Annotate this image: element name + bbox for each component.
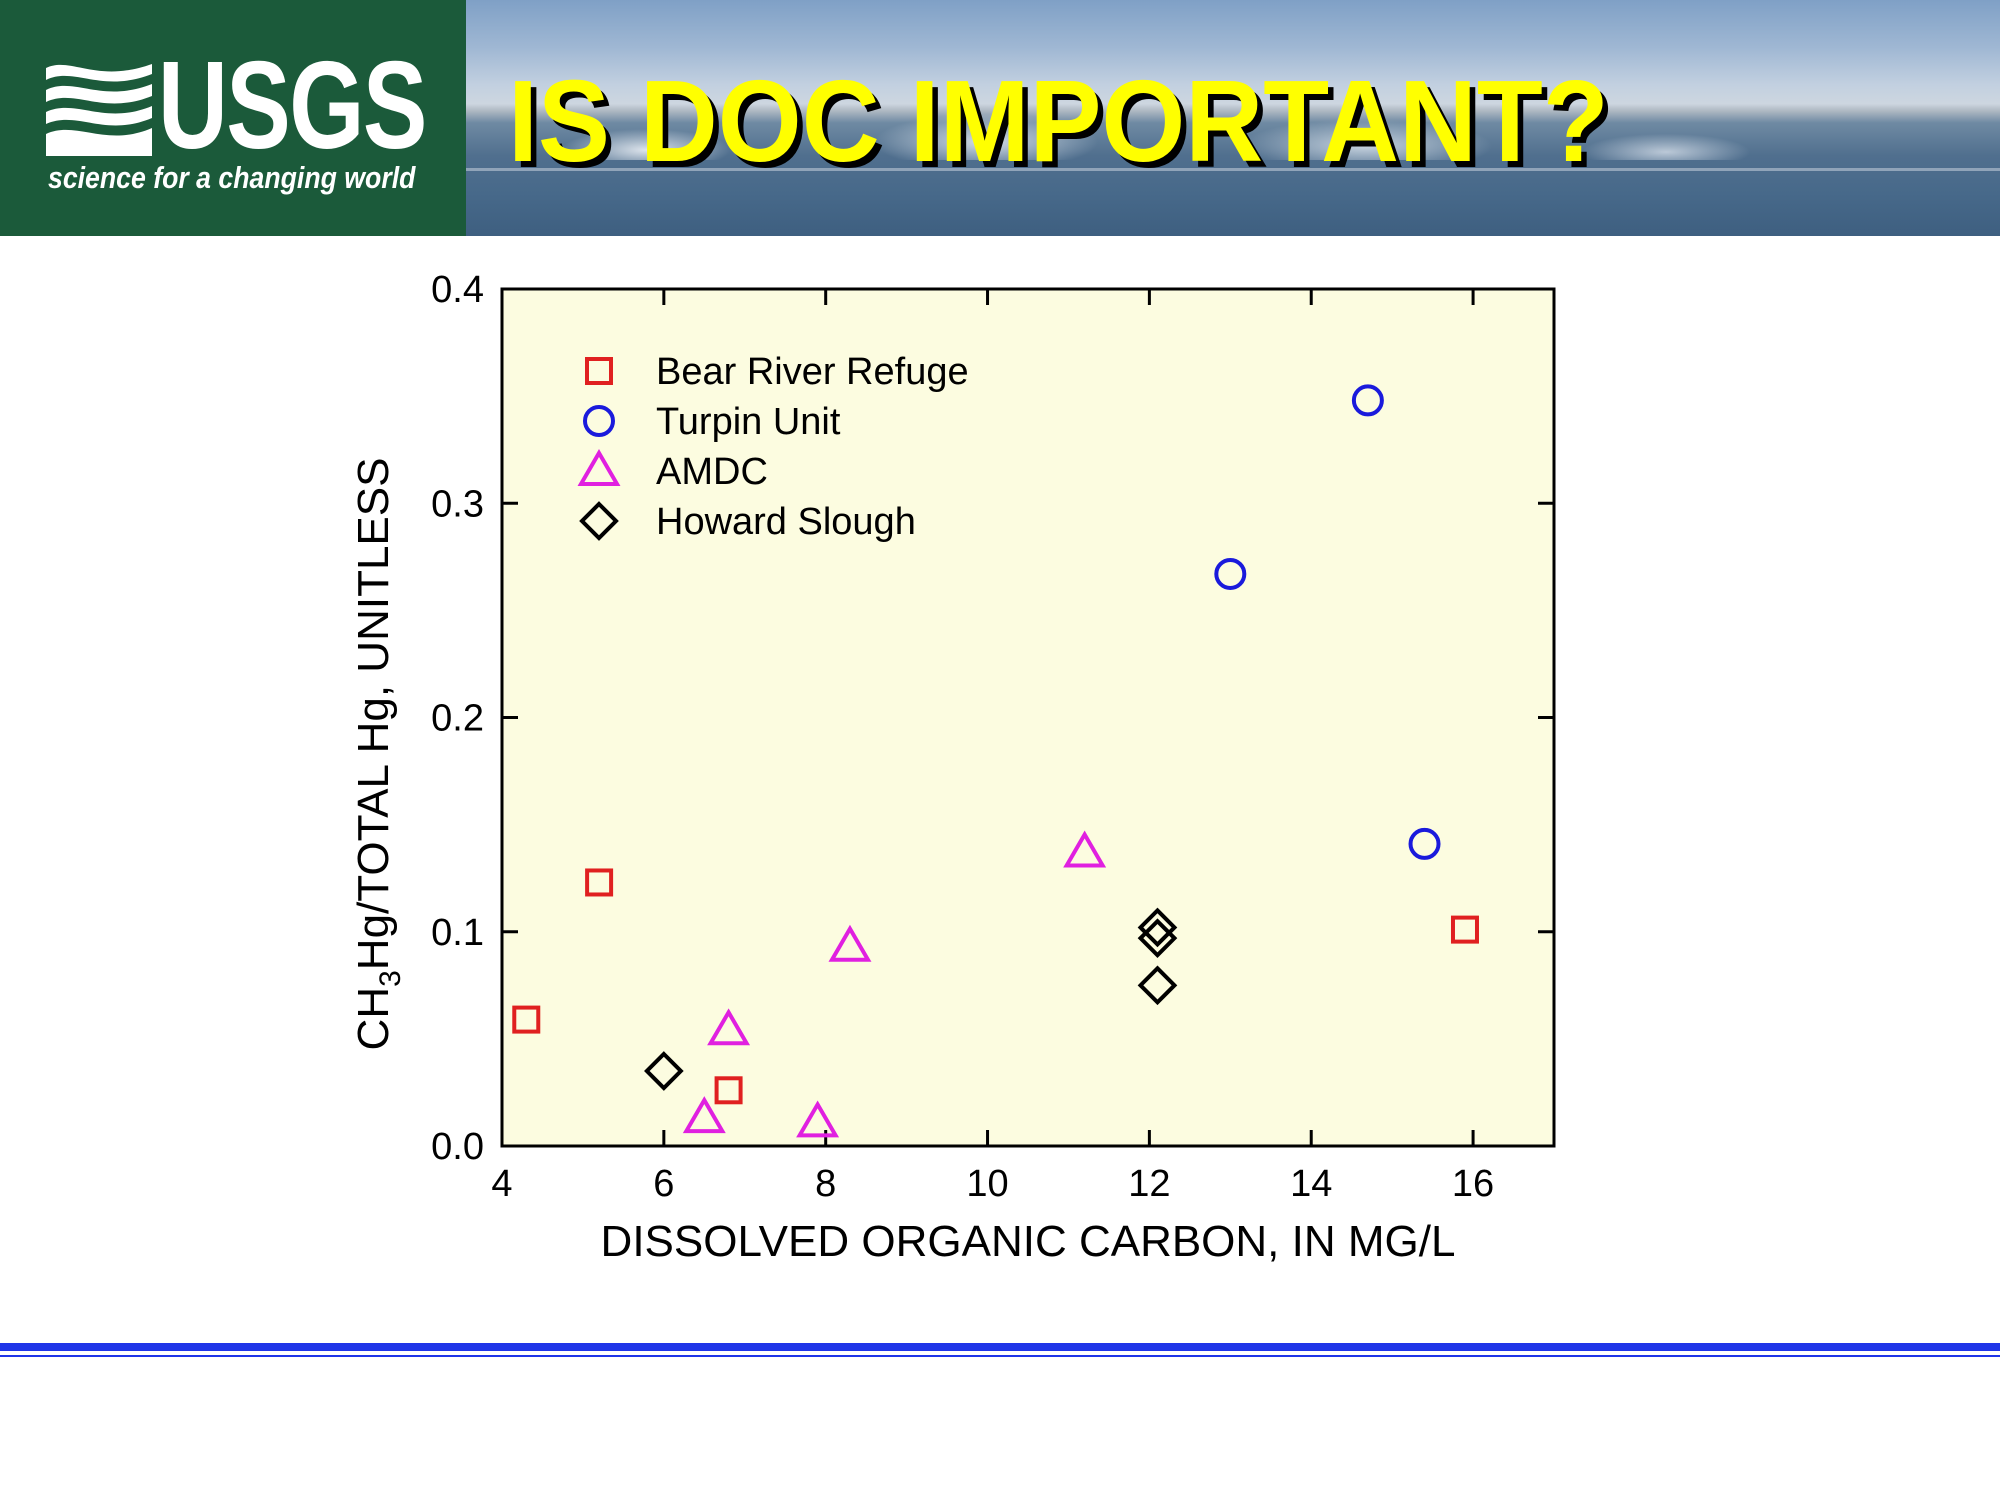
y-tick-label: 0.1 <box>431 912 484 954</box>
y-tick-label: 0.4 <box>431 269 484 311</box>
point-bear-river-refuge <box>1450 915 1479 944</box>
legend-marker-amdc <box>577 449 621 486</box>
legend-marker-howard-slough <box>579 501 619 541</box>
point-howard-slough <box>1137 918 1178 959</box>
legend: Bear River Refuge Turpin Unit AMDC Howard S… <box>577 351 969 543</box>
usgs-wordmark: USGS <box>158 37 427 175</box>
point-amdc <box>682 1096 726 1134</box>
point-amdc <box>828 924 872 962</box>
point-amdc <box>1063 830 1107 868</box>
point-turpin-unit <box>1214 557 1247 590</box>
point-amdc <box>707 1008 751 1046</box>
x-axis-label: DISSOLVED ORGANIC CARBON, IN MG/L <box>601 1217 1456 1266</box>
x-tick-label: 16 <box>1452 1163 1494 1205</box>
y-axis-label-suffix: Hg/TOTAL Hg, UNITLESS <box>349 458 398 971</box>
point-amdc <box>796 1100 840 1138</box>
usgs-wave-icon <box>46 64 152 156</box>
doc-scatter-chart: 4 6 8 10 12 14 16 0.0 0.1 0.2 0.3 0.4 DISSOLVED OR… <box>349 269 1556 1266</box>
y-tick-labels: 0.0 0.1 0.2 0.3 0.4 <box>431 269 484 1168</box>
legend-label-bear-river-refuge: Bear River Refuge <box>656 351 969 393</box>
legend-label-howard-slough: Howard Slough <box>656 501 916 543</box>
x-tick-label: 4 <box>491 1163 512 1205</box>
axis-ticks <box>500 287 1554 1148</box>
x-tick-label: 14 <box>1290 1163 1332 1205</box>
point-bear-river-refuge <box>714 1076 743 1105</box>
point-turpin-unit <box>1408 827 1441 860</box>
x-tick-label: 6 <box>653 1163 674 1205</box>
mountain-snow <box>466 80 2000 160</box>
footer-rule-thick <box>0 1343 2000 1351</box>
point-bear-river-refuge <box>512 1005 541 1034</box>
point-howard-slough <box>1137 907 1178 948</box>
slide-header: USGS science for a changing world IS DOC… <box>0 0 2000 236</box>
usgs-logo: USGS science for a changing world <box>0 0 466 236</box>
point-howard-slough <box>644 1051 684 1091</box>
legend-label-turpin-unit: Turpin Unit <box>656 401 841 443</box>
point-howard-slough <box>1137 965 1178 1006</box>
plot-area <box>500 287 1556 1148</box>
data-points <box>512 384 1479 1138</box>
y-tick-label: 0.0 <box>431 1126 484 1168</box>
x-tick-label: 12 <box>1128 1163 1170 1205</box>
y-axis-label: CH3Hg/TOTAL Hg, UNITLESS <box>349 458 407 1051</box>
legend-marker-turpin-unit <box>583 405 615 437</box>
shoreline <box>466 168 2000 171</box>
slide-title: IS DOC IMPORTANT? <box>508 56 1609 186</box>
legend-label-amdc: AMDC <box>656 451 768 493</box>
footer-rule-thin <box>0 1355 2000 1357</box>
y-tick-label: 0.3 <box>431 483 484 525</box>
y-axis-label-prefix: CH <box>349 987 398 1051</box>
point-bear-river-refuge <box>585 868 614 897</box>
usgs-tagline: science for a changing world <box>48 160 416 195</box>
x-tick-label: 10 <box>966 1163 1008 1205</box>
x-tick-labels: 4 6 8 10 12 14 16 <box>491 1163 1494 1205</box>
point-turpin-unit <box>1351 384 1384 417</box>
y-axis-label-subscript: 3 <box>374 970 407 987</box>
legend-marker-bear-river-refuge <box>585 357 613 385</box>
y-tick-label: 0.2 <box>431 698 484 740</box>
x-tick-label: 8 <box>815 1163 836 1205</box>
